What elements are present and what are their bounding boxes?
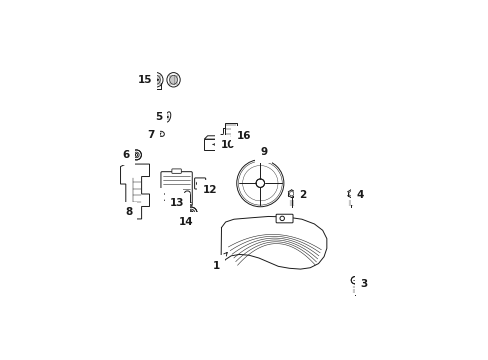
Ellipse shape — [149, 73, 163, 87]
Text: 8: 8 — [125, 207, 132, 217]
Circle shape — [131, 150, 141, 160]
Circle shape — [188, 211, 193, 215]
Circle shape — [196, 182, 200, 185]
Text: 10: 10 — [212, 140, 235, 150]
Circle shape — [184, 207, 197, 219]
Text: 2: 2 — [292, 190, 305, 200]
Circle shape — [200, 182, 203, 185]
Text: 9: 9 — [260, 147, 266, 157]
Polygon shape — [120, 164, 149, 219]
Text: 1: 1 — [212, 252, 227, 270]
Ellipse shape — [166, 73, 180, 87]
FancyBboxPatch shape — [172, 169, 181, 174]
Text: 14: 14 — [179, 216, 193, 227]
Circle shape — [256, 179, 264, 188]
Text: 11: 11 — [163, 193, 177, 203]
Ellipse shape — [184, 191, 190, 195]
Text: 5: 5 — [155, 112, 168, 122]
Text: 4: 4 — [350, 190, 363, 200]
Circle shape — [350, 276, 358, 284]
Ellipse shape — [158, 131, 164, 136]
Text: 16: 16 — [231, 131, 250, 141]
FancyBboxPatch shape — [194, 178, 205, 189]
Text: 3: 3 — [354, 279, 366, 289]
Bar — [225, 123, 237, 149]
Text: 13: 13 — [170, 198, 184, 208]
Bar — [184, 194, 190, 202]
Text: 7: 7 — [147, 130, 160, 140]
Polygon shape — [220, 136, 224, 150]
Bar — [204, 139, 220, 150]
Circle shape — [280, 216, 284, 221]
Circle shape — [135, 153, 138, 156]
Ellipse shape — [165, 112, 170, 122]
Text: 6: 6 — [122, 150, 135, 160]
FancyBboxPatch shape — [276, 214, 292, 223]
Text: 15: 15 — [137, 75, 159, 85]
FancyBboxPatch shape — [161, 172, 192, 206]
Text: 12: 12 — [202, 185, 216, 195]
Polygon shape — [204, 136, 224, 139]
